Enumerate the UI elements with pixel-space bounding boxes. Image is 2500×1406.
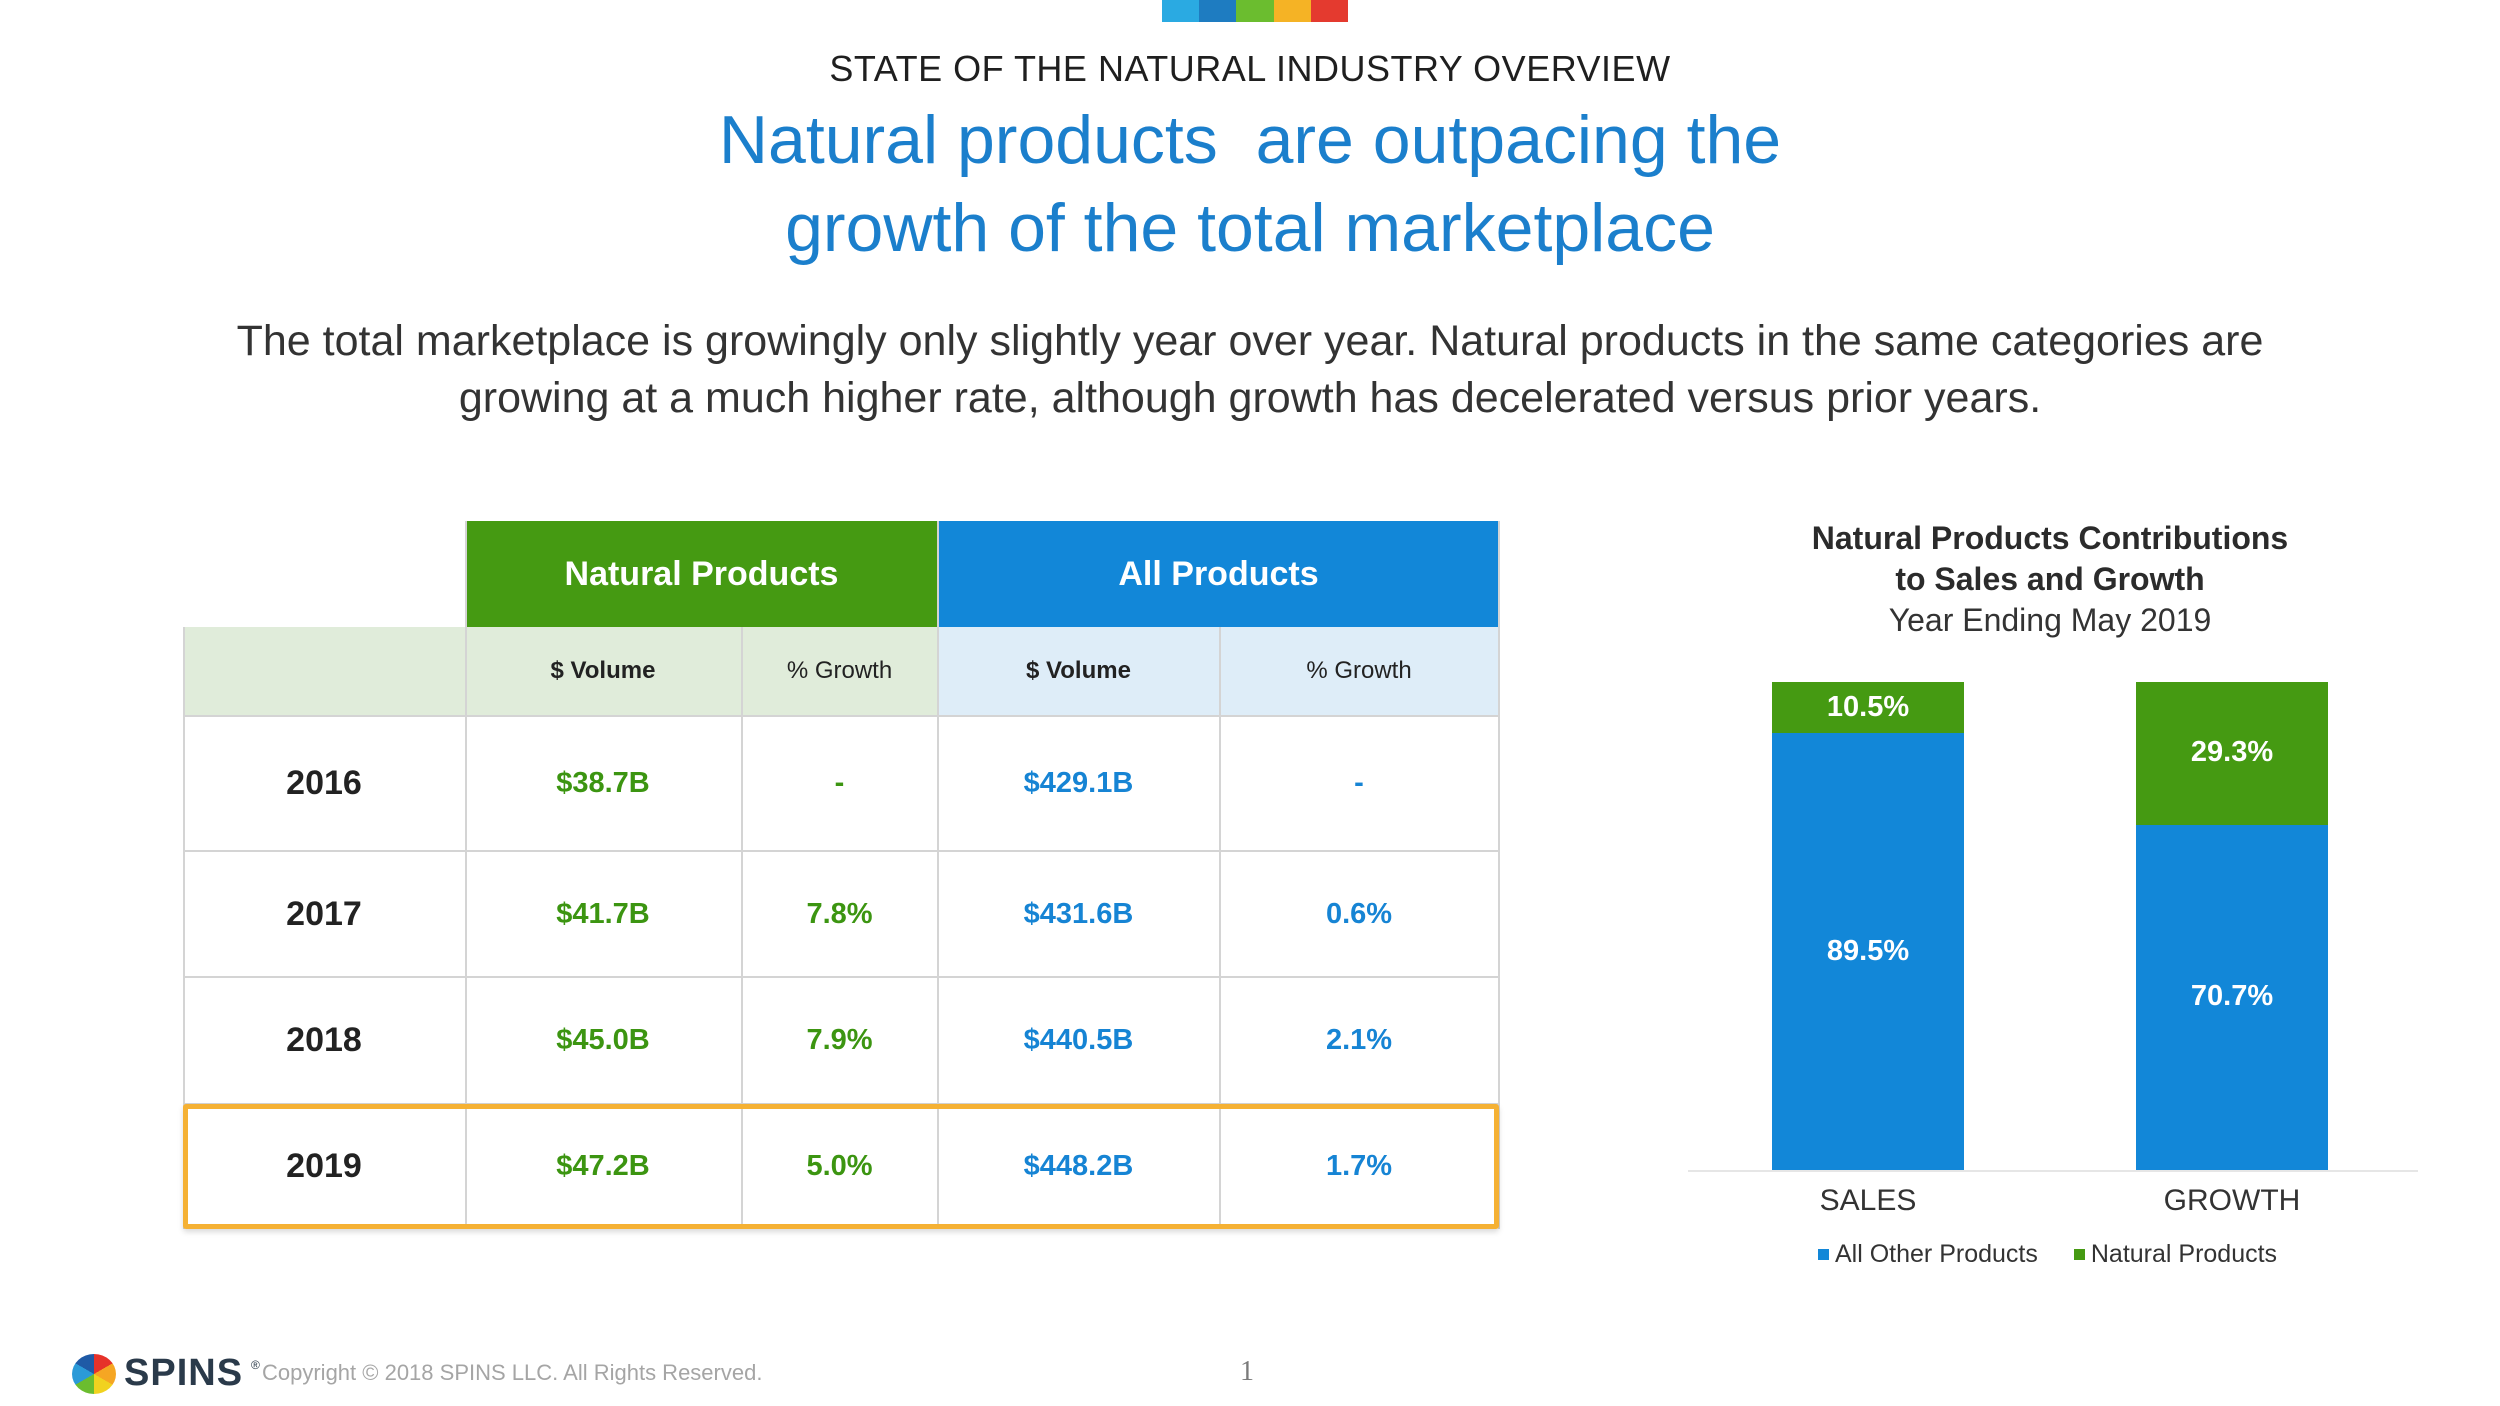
table-grid-line (183, 850, 1500, 852)
table-grid-line (1219, 627, 1221, 1229)
row-year: 2019 (286, 1147, 362, 1185)
chart-legend: All Other Products Natural Products (1818, 1240, 2277, 1269)
title-line-2: growth of the total marketplace (785, 190, 1715, 266)
table-grid-line (465, 521, 467, 1229)
row-year: 2018 (286, 1021, 362, 1059)
subtitle-line-1: The total marketplace is growingly only … (236, 317, 2264, 365)
row-all-growth: 0.6% (1325, 897, 1393, 930)
row-natural-growth: 7.8% (806, 897, 873, 930)
color-block (1236, 0, 1274, 22)
spins-logo-mark-icon (72, 1353, 116, 1394)
row-year: 2016 (286, 763, 362, 802)
subheader-blank (183, 627, 465, 715)
color-block (1199, 0, 1237, 22)
spins-logo: SPINS ® (72, 1352, 260, 1395)
legend-item-natural: Natural Products (2073, 1240, 2278, 1269)
slide-subtitle: The total marketplace is growingly only … (130, 313, 2370, 427)
row-natural-growth: 5.0% (806, 1150, 873, 1182)
row-natural-growth: 7.9% (806, 1024, 873, 1056)
table-grid-line (183, 627, 185, 1229)
group-header-natural: Natural Products (465, 521, 938, 627)
data-label: 89.5% (1826, 934, 1910, 967)
highlight-box-2019 (183, 1104, 1499, 1229)
row-natural-volume: $41.7B (556, 897, 650, 930)
bar-growth-all-other (2136, 824, 2328, 1170)
copyright-notice: Copyright © 2018 SPINS LLC. All Rights R… (262, 1360, 763, 1385)
bar-sales-natural (1772, 682, 1964, 734)
chart-title-line-2: to Sales and Growth (1895, 561, 2205, 597)
color-block (1273, 0, 1311, 22)
row-all-growth: - (1354, 766, 1364, 799)
color-block (1310, 0, 1349, 22)
page-number: 1 (1240, 1356, 1254, 1387)
subheader-natural-growth: % Growth (741, 627, 938, 715)
row-all-volume: $429.1B (1023, 766, 1134, 799)
table-grid-line (1498, 521, 1500, 1229)
brand-color-bar (1162, 0, 1349, 22)
data-label: 70.7% (2190, 980, 2274, 1013)
category-label-sales: SALES (1819, 1184, 1917, 1217)
row-natural-volume: $38.7B (556, 766, 650, 799)
table-grid-line (183, 715, 1500, 717)
legend-swatch-natural (2073, 1249, 2085, 1260)
chart-baseline (1688, 1170, 2418, 1172)
data-label: 29.3% (2190, 736, 2274, 769)
table-grid-line (937, 521, 939, 1229)
row-all-volume: $448.2B (1023, 1150, 1134, 1182)
category-label-growth: GROWTH (2163, 1184, 2301, 1217)
bar-growth-natural (2136, 682, 2328, 825)
subheader-all-volume: $ Volume (938, 627, 1219, 715)
row-all-growth: 2.1% (1325, 1024, 1393, 1056)
row-all-volume: $431.6B (1023, 897, 1134, 930)
subheader-natural-volume: $ Volume (465, 627, 741, 715)
color-block (1162, 0, 1200, 22)
legend-item-all-other: All Other Products (1818, 1240, 2038, 1269)
table-grid-line (741, 627, 743, 1229)
section-kicker: STATE OF THE NATURAL INDUSTRY OVERVIEW (829, 48, 1671, 89)
bar-sales-all-other (1772, 733, 1964, 1170)
row-natural-volume: $45.0B (556, 1024, 650, 1056)
row-year: 2017 (286, 894, 362, 933)
legend-label: All Other Products (1835, 1240, 2038, 1268)
table-grid-line (183, 976, 1500, 978)
chart-title-line-1: Natural Products Contributions (1811, 520, 2289, 556)
data-label: 10.5% (1826, 690, 1910, 723)
trademark-mark: ® (251, 1358, 260, 1372)
legend-swatch-all-other (1818, 1249, 1829, 1260)
row-all-growth: 1.7% (1325, 1150, 1393, 1182)
group-header-all: All Products (938, 521, 1499, 627)
row-natural-growth: - (834, 766, 845, 799)
subheader-all-growth: % Growth (1219, 627, 1499, 715)
subtitle-line-2: growing at a much higher rate, although … (458, 374, 2042, 422)
chart-subtitle: Year Ending May 2019 (1888, 602, 2212, 638)
row-all-volume: $440.5B (1023, 1024, 1134, 1056)
title-line-1: Natural products are outpacing the (718, 102, 1782, 178)
spins-logo-text: SPINS (124, 1352, 244, 1394)
legend-label: Natural Products (2090, 1240, 2278, 1268)
row-natural-volume: $47.2B (556, 1150, 650, 1182)
slide-title: Natural products are outpacing the growt… (0, 96, 2500, 272)
